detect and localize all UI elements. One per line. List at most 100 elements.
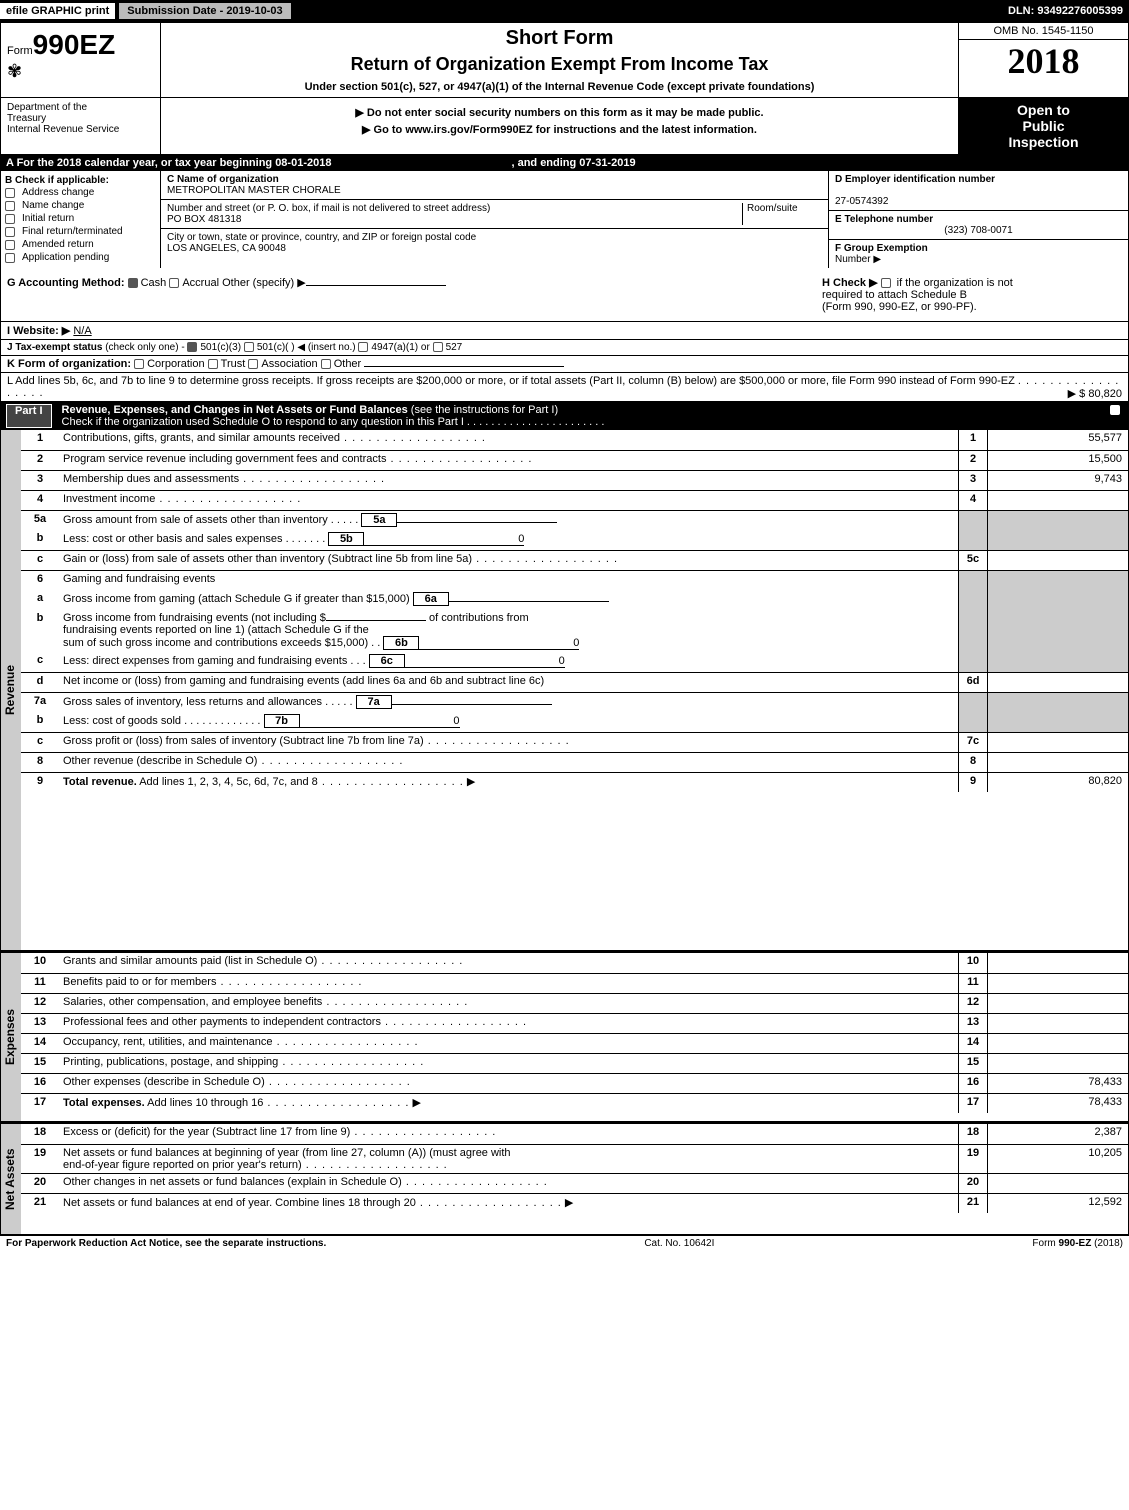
k-corp[interactable]: Corporation xyxy=(147,358,204,370)
g-cash[interactable]: Cash xyxy=(141,277,167,289)
h-txt2: required to attach Schedule B xyxy=(822,289,967,301)
j-4947[interactable]: 4947(a)(1) or xyxy=(371,342,429,353)
ln5a-txt: Gross amount from sale of assets other t… xyxy=(63,514,328,526)
org-city: LOS ANGELES, CA 90048 xyxy=(167,243,286,254)
ln6-txt: Gaming and fundraising events xyxy=(59,571,958,590)
form-number: Form990EZ xyxy=(7,29,154,61)
revenue-label: Revenue xyxy=(1,430,21,950)
ln16-txt: Other expenses (describe in Schedule O) xyxy=(63,1076,265,1088)
ln21-val: 12,592 xyxy=(988,1194,1128,1213)
chk-pending[interactable]: Application pending xyxy=(5,251,156,264)
chk-name[interactable]: Name change xyxy=(5,199,156,212)
ln6c-val: 0 xyxy=(405,655,565,668)
ln19-txt2: end-of-year figure reported on prior yea… xyxy=(63,1159,302,1171)
ln15-txt: Printing, publications, postage, and shi… xyxy=(63,1056,278,1068)
ln16-val: 78,433 xyxy=(988,1074,1128,1093)
dept-line3: Internal Revenue Service xyxy=(7,124,154,135)
dept-line2: Treasury xyxy=(7,113,154,124)
ln1-val: 55,577 xyxy=(988,430,1128,450)
ln12-txt: Salaries, other compensation, and employ… xyxy=(63,996,322,1008)
ln5b-txt: Less: cost or other basis and sales expe… xyxy=(63,533,283,545)
ln18-txt: Excess or (deficit) for the year (Subtra… xyxy=(63,1126,350,1138)
chk-amended[interactable]: Amended return xyxy=(5,238,156,251)
l-amount: ▶ $ 80,820 xyxy=(1068,387,1122,400)
info-block: B Check if applicable: Address change Na… xyxy=(0,171,1129,268)
ln17-val: 78,433 xyxy=(988,1094,1128,1113)
chk-address[interactable]: Address change xyxy=(5,186,156,199)
h-label: H Check ▶ xyxy=(822,277,878,289)
ln6b-txt3: fundraising events reported on line 1) (… xyxy=(63,624,369,636)
netassets-table: Net Assets 18Excess or (deficit) for the… xyxy=(0,1122,1129,1235)
footer-right: Form 990-EZ (2018) xyxy=(1032,1238,1123,1249)
ln8-txt: Other revenue (describe in Schedule O) xyxy=(63,755,257,767)
ln5c-txt: Gain or (loss) from sale of assets other… xyxy=(63,553,472,565)
ln9-val: 80,820 xyxy=(988,773,1128,792)
ln1-num: 1 xyxy=(21,430,59,450)
j-527[interactable]: 527 xyxy=(446,342,463,353)
j-501c3[interactable]: 501(c)(3) xyxy=(200,342,241,353)
chk-final[interactable]: Final return/terminated xyxy=(5,225,156,238)
f-group: F Group Exemption Number ▶ xyxy=(829,240,1128,268)
ln17-txt: Total expenses. xyxy=(63,1097,145,1109)
ln6b-txt1: Gross income from fundraising events (no… xyxy=(63,612,326,624)
org-name: METROPOLITAN MASTER CHORALE xyxy=(167,185,341,196)
k-assoc[interactable]: Association xyxy=(261,358,317,370)
d-ein: D Employer identification number 27-0574… xyxy=(829,171,1128,211)
i-label: I Website: ▶ xyxy=(7,325,70,337)
e-phone: E Telephone number (323) 708-0071 xyxy=(829,211,1128,240)
footer-mid: Cat. No. 10642I xyxy=(644,1238,714,1249)
b-label: B Check if applicable: xyxy=(5,175,156,186)
expenses-label: Expenses xyxy=(1,953,21,1121)
k-other[interactable]: Other xyxy=(334,358,362,370)
ln3-txt: Membership dues and assessments xyxy=(63,473,239,485)
org-address: PO BOX 481318 xyxy=(167,214,242,225)
return-title: Return of Organization Exempt From Incom… xyxy=(165,54,954,75)
g-label: G Accounting Method: xyxy=(7,277,125,289)
ein-value: 27-0574392 xyxy=(835,196,888,207)
k-label: K Form of organization: xyxy=(7,358,131,370)
ln5b-val: 0 xyxy=(364,533,524,546)
j-501c[interactable]: 501(c)( ) ◀ (insert no.) xyxy=(257,342,356,353)
l-text: L Add lines 5b, 6c, and 7b to line 9 to … xyxy=(7,375,1015,387)
c-city: City or town, state or province, country… xyxy=(161,229,828,257)
phone-value: (323) 708-0071 xyxy=(835,225,1122,236)
line-a: A For the 2018 calendar year, or tax yea… xyxy=(0,155,1129,171)
g-accrual[interactable]: Accrual xyxy=(182,277,219,289)
ln7c-txt: Gross profit or (loss) from sales of inv… xyxy=(63,735,424,747)
h-txt3: (Form 990, 990-EZ, or 990-PF). xyxy=(822,301,977,313)
ln6d-txt: Net income or (loss) from gaming and fun… xyxy=(59,673,958,692)
ln2-txt: Program service revenue including govern… xyxy=(63,453,386,465)
goto-link[interactable]: ▶ Go to www.irs.gov/Form990EZ for instru… xyxy=(165,123,954,136)
short-form-title: Short Form xyxy=(165,27,954,50)
ln7b-txt: Less: cost of goods sold xyxy=(63,715,181,727)
g-other[interactable]: Other (specify) ▶ xyxy=(222,277,306,289)
ln10-txt: Grants and similar amounts paid (list in… xyxy=(63,955,317,967)
expenses-table: Expenses 10Grants and similar amounts pa… xyxy=(0,951,1129,1122)
chk-initial[interactable]: Initial return xyxy=(5,212,156,225)
h-txt1: if the organization is not xyxy=(897,277,1013,289)
ln18-val: 2,387 xyxy=(988,1124,1128,1144)
form-header: Form990EZ ✾ Short Form Return of Organiz… xyxy=(0,22,1129,98)
under-section: Under section 501(c), 527, or 4947(a)(1)… xyxy=(165,81,954,93)
ln19-val: 10,205 xyxy=(988,1145,1128,1173)
form-prefix: Form xyxy=(7,45,33,57)
ln13-txt: Professional fees and other payments to … xyxy=(63,1016,381,1028)
efile-label: efile GRAPHIC print xyxy=(0,3,115,19)
part1-table: Revenue 1Contributions, gifts, grants, a… xyxy=(0,430,1129,951)
ssn-warning: ▶ Do not enter social security numbers o… xyxy=(165,106,954,119)
ln6c-txt: Less: direct expenses from gaming and fu… xyxy=(63,655,347,667)
ln1-box: 1 xyxy=(958,430,988,450)
tax-year: 2018 xyxy=(959,40,1128,82)
inspection: Inspection xyxy=(963,134,1124,150)
dln: DLN: 93492276005399 xyxy=(1008,5,1129,17)
ln6b-txt4: sum of such gross income and contributio… xyxy=(63,637,368,649)
c-addr: Number and street (or P. O. box, if mail… xyxy=(161,200,828,229)
open-to: Open to xyxy=(963,102,1124,118)
room-suite: Room/suite xyxy=(742,203,822,225)
k-trust[interactable]: Trust xyxy=(221,358,246,370)
submission-date: Submission Date - 2019-10-03 xyxy=(119,3,290,19)
ln6a-txt: Gross income from gaming (attach Schedul… xyxy=(63,593,410,605)
form-num: 990EZ xyxy=(33,29,116,60)
ln4-txt: Investment income xyxy=(63,493,155,505)
ln6b-val: 0 xyxy=(419,637,579,650)
